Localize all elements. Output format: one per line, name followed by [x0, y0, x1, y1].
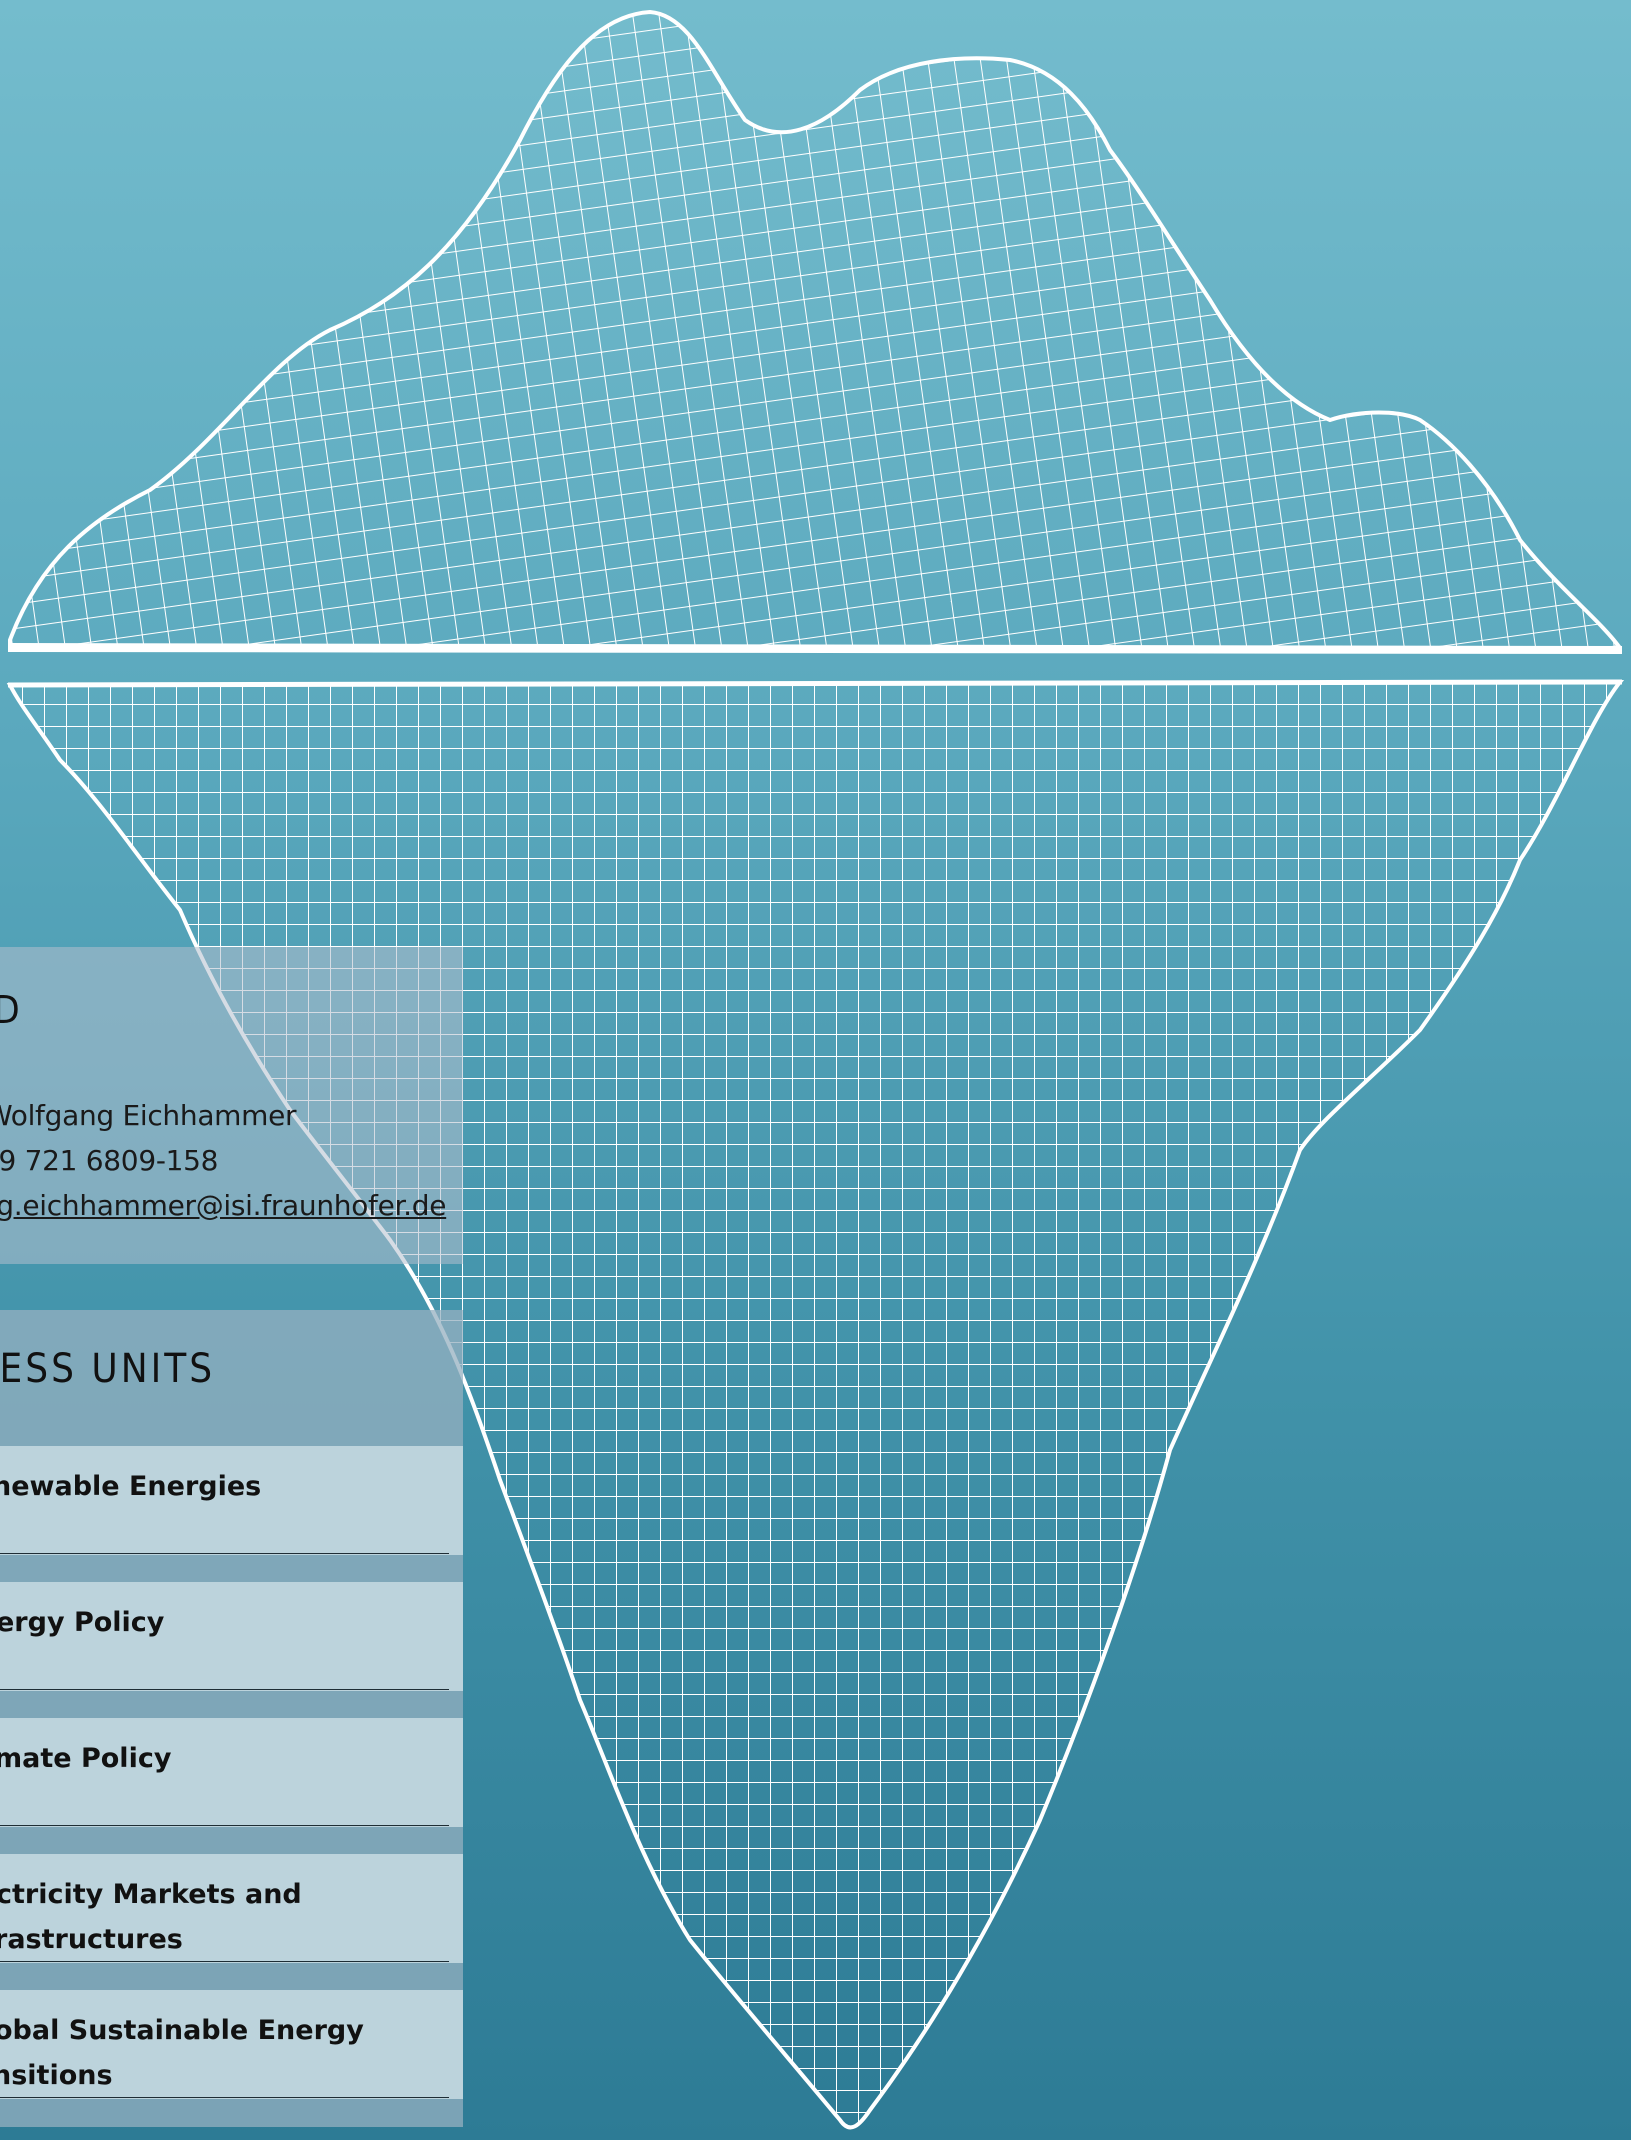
contact-name: Wolfgang Eichhammer	[0, 1099, 297, 1132]
unit-label-line-1: ergy Policy	[0, 1607, 165, 1638]
unit-label-line-2: nsitions	[0, 2060, 113, 2091]
unit-card-climate-policy[interactable]: mate Policy	[0, 1718, 463, 1827]
business-units-title: INESS UNITS	[0, 1346, 216, 1392]
iceberg-top	[10, 12, 1620, 652]
contact-email-link[interactable]: ang.eichhammer@isi.fraunhofer.de	[0, 1189, 447, 1222]
contact-phone: 49 721 6809-158	[0, 1144, 219, 1177]
unit-label-line-1: obal Sustainable Energy	[0, 2015, 364, 2046]
business-units-panel: INESS UNITS newable Energies ergy Policy…	[0, 1310, 463, 2127]
unit-label-line-2: rastructures	[0, 1924, 183, 1955]
unit-card-renewable-energies[interactable]: newable Energies	[0, 1446, 463, 1555]
waterline-lower	[7, 679, 1623, 688]
unit-label-line-1: mate Policy	[0, 1743, 172, 1774]
unit-label-line-1: ctricity Markets and	[0, 1879, 302, 1910]
unit-label-line-1: newable Energies	[0, 1471, 262, 1502]
iceberg-top-outline	[8, 9, 1622, 655]
waterline-upper	[7, 643, 1623, 652]
head-panel-title: AD	[0, 988, 22, 1032]
unit-card-energy-policy[interactable]: ergy Policy	[0, 1582, 463, 1691]
business-units-header: INESS UNITS	[0, 1310, 463, 1446]
unit-card-global-sustainable-energy[interactable]: obal Sustainable Energy nsitions	[0, 1990, 463, 2099]
head-contact-panel: AD Wolfgang Eichhammer 49 721 6809-158 a…	[0, 947, 463, 1264]
unit-card-electricity-markets[interactable]: ctricity Markets and rastructures	[0, 1854, 463, 1963]
